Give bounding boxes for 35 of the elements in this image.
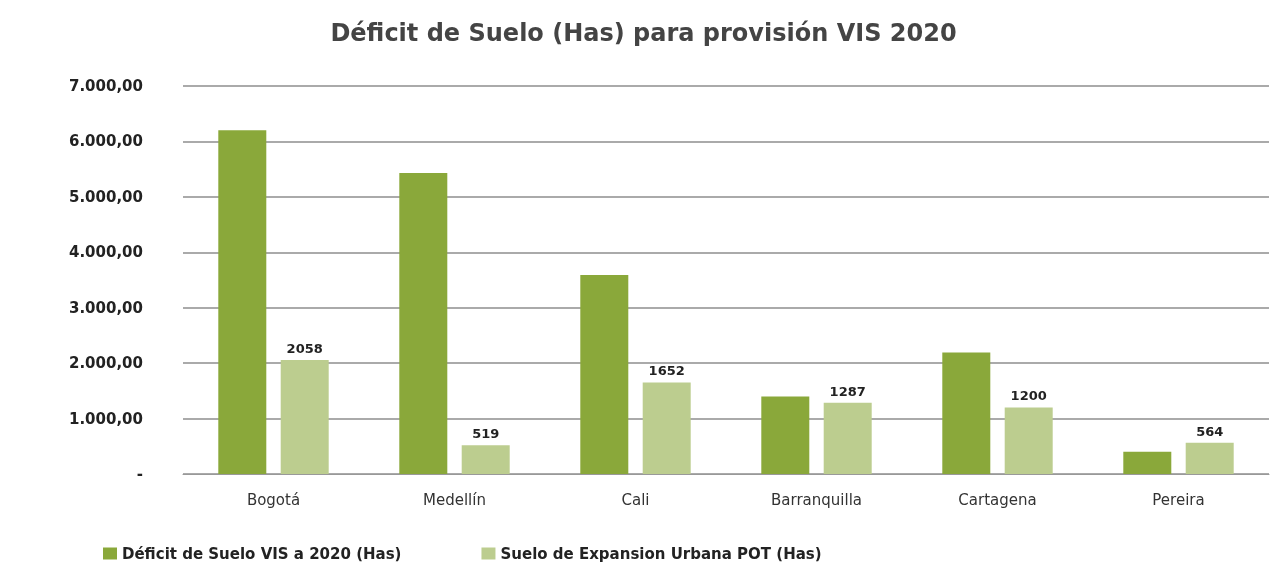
chart-title: Déficit de Suelo (Has) para provisión VIS 2020 bbox=[330, 19, 957, 47]
y-tick-label: 5.000,00 bbox=[68, 187, 143, 206]
data-label: 2058 bbox=[286, 340, 323, 356]
data-label: 519 bbox=[472, 426, 500, 442]
bar bbox=[823, 402, 872, 474]
y-tick-label: 4.000,00 bbox=[68, 243, 143, 262]
x-tick-label: Medellín bbox=[423, 490, 486, 509]
bar bbox=[1185, 442, 1234, 474]
bar bbox=[399, 173, 448, 474]
bar bbox=[642, 382, 691, 474]
data-label: 1200 bbox=[1010, 388, 1047, 404]
x-tick-label: Pereira bbox=[1152, 490, 1205, 509]
data-label: 564 bbox=[1196, 423, 1224, 439]
y-tick-label: 3.000,00 bbox=[68, 298, 143, 317]
y-tick-label: 1.000,00 bbox=[68, 409, 143, 428]
bar bbox=[461, 445, 510, 474]
y-tick-label: 7.000,00 bbox=[68, 77, 143, 95]
bar bbox=[942, 352, 991, 474]
data-label: 1652 bbox=[648, 363, 685, 379]
y-tick-label: 6.000,00 bbox=[68, 132, 143, 151]
bar bbox=[580, 275, 629, 474]
bar bbox=[761, 396, 810, 474]
bar bbox=[1123, 451, 1172, 474]
y-tick-label: 2.000,00 bbox=[68, 354, 143, 373]
legend-label: Déficit de Suelo VIS a 2020 (Has) bbox=[122, 544, 402, 563]
bar bbox=[1004, 407, 1053, 474]
data-label: 1287 bbox=[829, 383, 866, 399]
y-tick-label: - bbox=[136, 465, 143, 483]
bar bbox=[218, 130, 267, 474]
legend-label: Suelo de Expansion Urbana POT (Has) bbox=[500, 544, 822, 563]
x-tick-label: Barranquilla bbox=[771, 490, 862, 509]
x-tick-label: Cartagena bbox=[958, 490, 1037, 509]
bar bbox=[280, 359, 329, 474]
x-tick-label: Bogotá bbox=[246, 490, 301, 509]
x-tick-label: Cali bbox=[621, 490, 650, 509]
